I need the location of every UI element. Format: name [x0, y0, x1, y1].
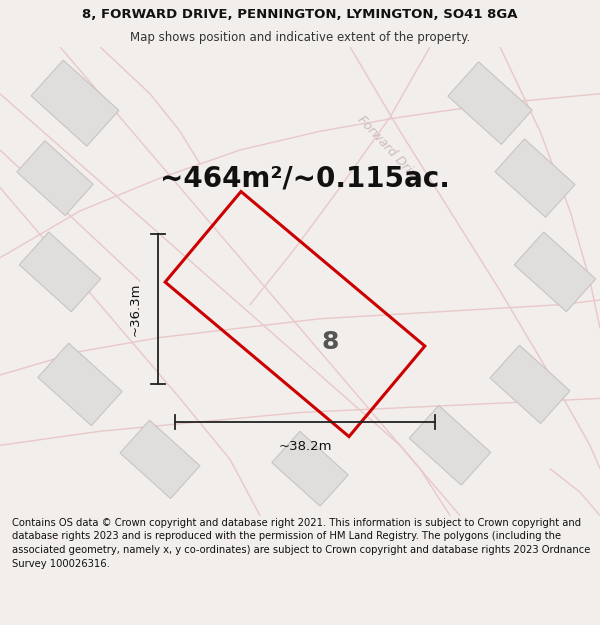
Polygon shape — [38, 343, 122, 426]
Polygon shape — [448, 62, 532, 144]
Text: Forward Drive: Forward Drive — [355, 113, 425, 187]
Text: ~38.2m: ~38.2m — [278, 440, 332, 453]
Polygon shape — [17, 141, 93, 216]
Text: ~36.3m: ~36.3m — [129, 282, 142, 336]
Polygon shape — [19, 232, 101, 312]
Polygon shape — [409, 406, 491, 485]
Polygon shape — [31, 60, 119, 146]
Text: ~464m²/~0.115ac.: ~464m²/~0.115ac. — [160, 164, 450, 192]
Text: 8: 8 — [322, 330, 338, 354]
Polygon shape — [514, 232, 596, 312]
Text: Contains OS data © Crown copyright and database right 2021. This information is : Contains OS data © Crown copyright and d… — [12, 518, 590, 569]
Polygon shape — [272, 431, 348, 506]
Text: Map shows position and indicative extent of the property.: Map shows position and indicative extent… — [130, 31, 470, 44]
Polygon shape — [120, 420, 200, 499]
Text: 8, FORWARD DRIVE, PENNINGTON, LYMINGTON, SO41 8GA: 8, FORWARD DRIVE, PENNINGTON, LYMINGTON,… — [82, 8, 518, 21]
Polygon shape — [490, 345, 570, 424]
Polygon shape — [495, 139, 575, 218]
